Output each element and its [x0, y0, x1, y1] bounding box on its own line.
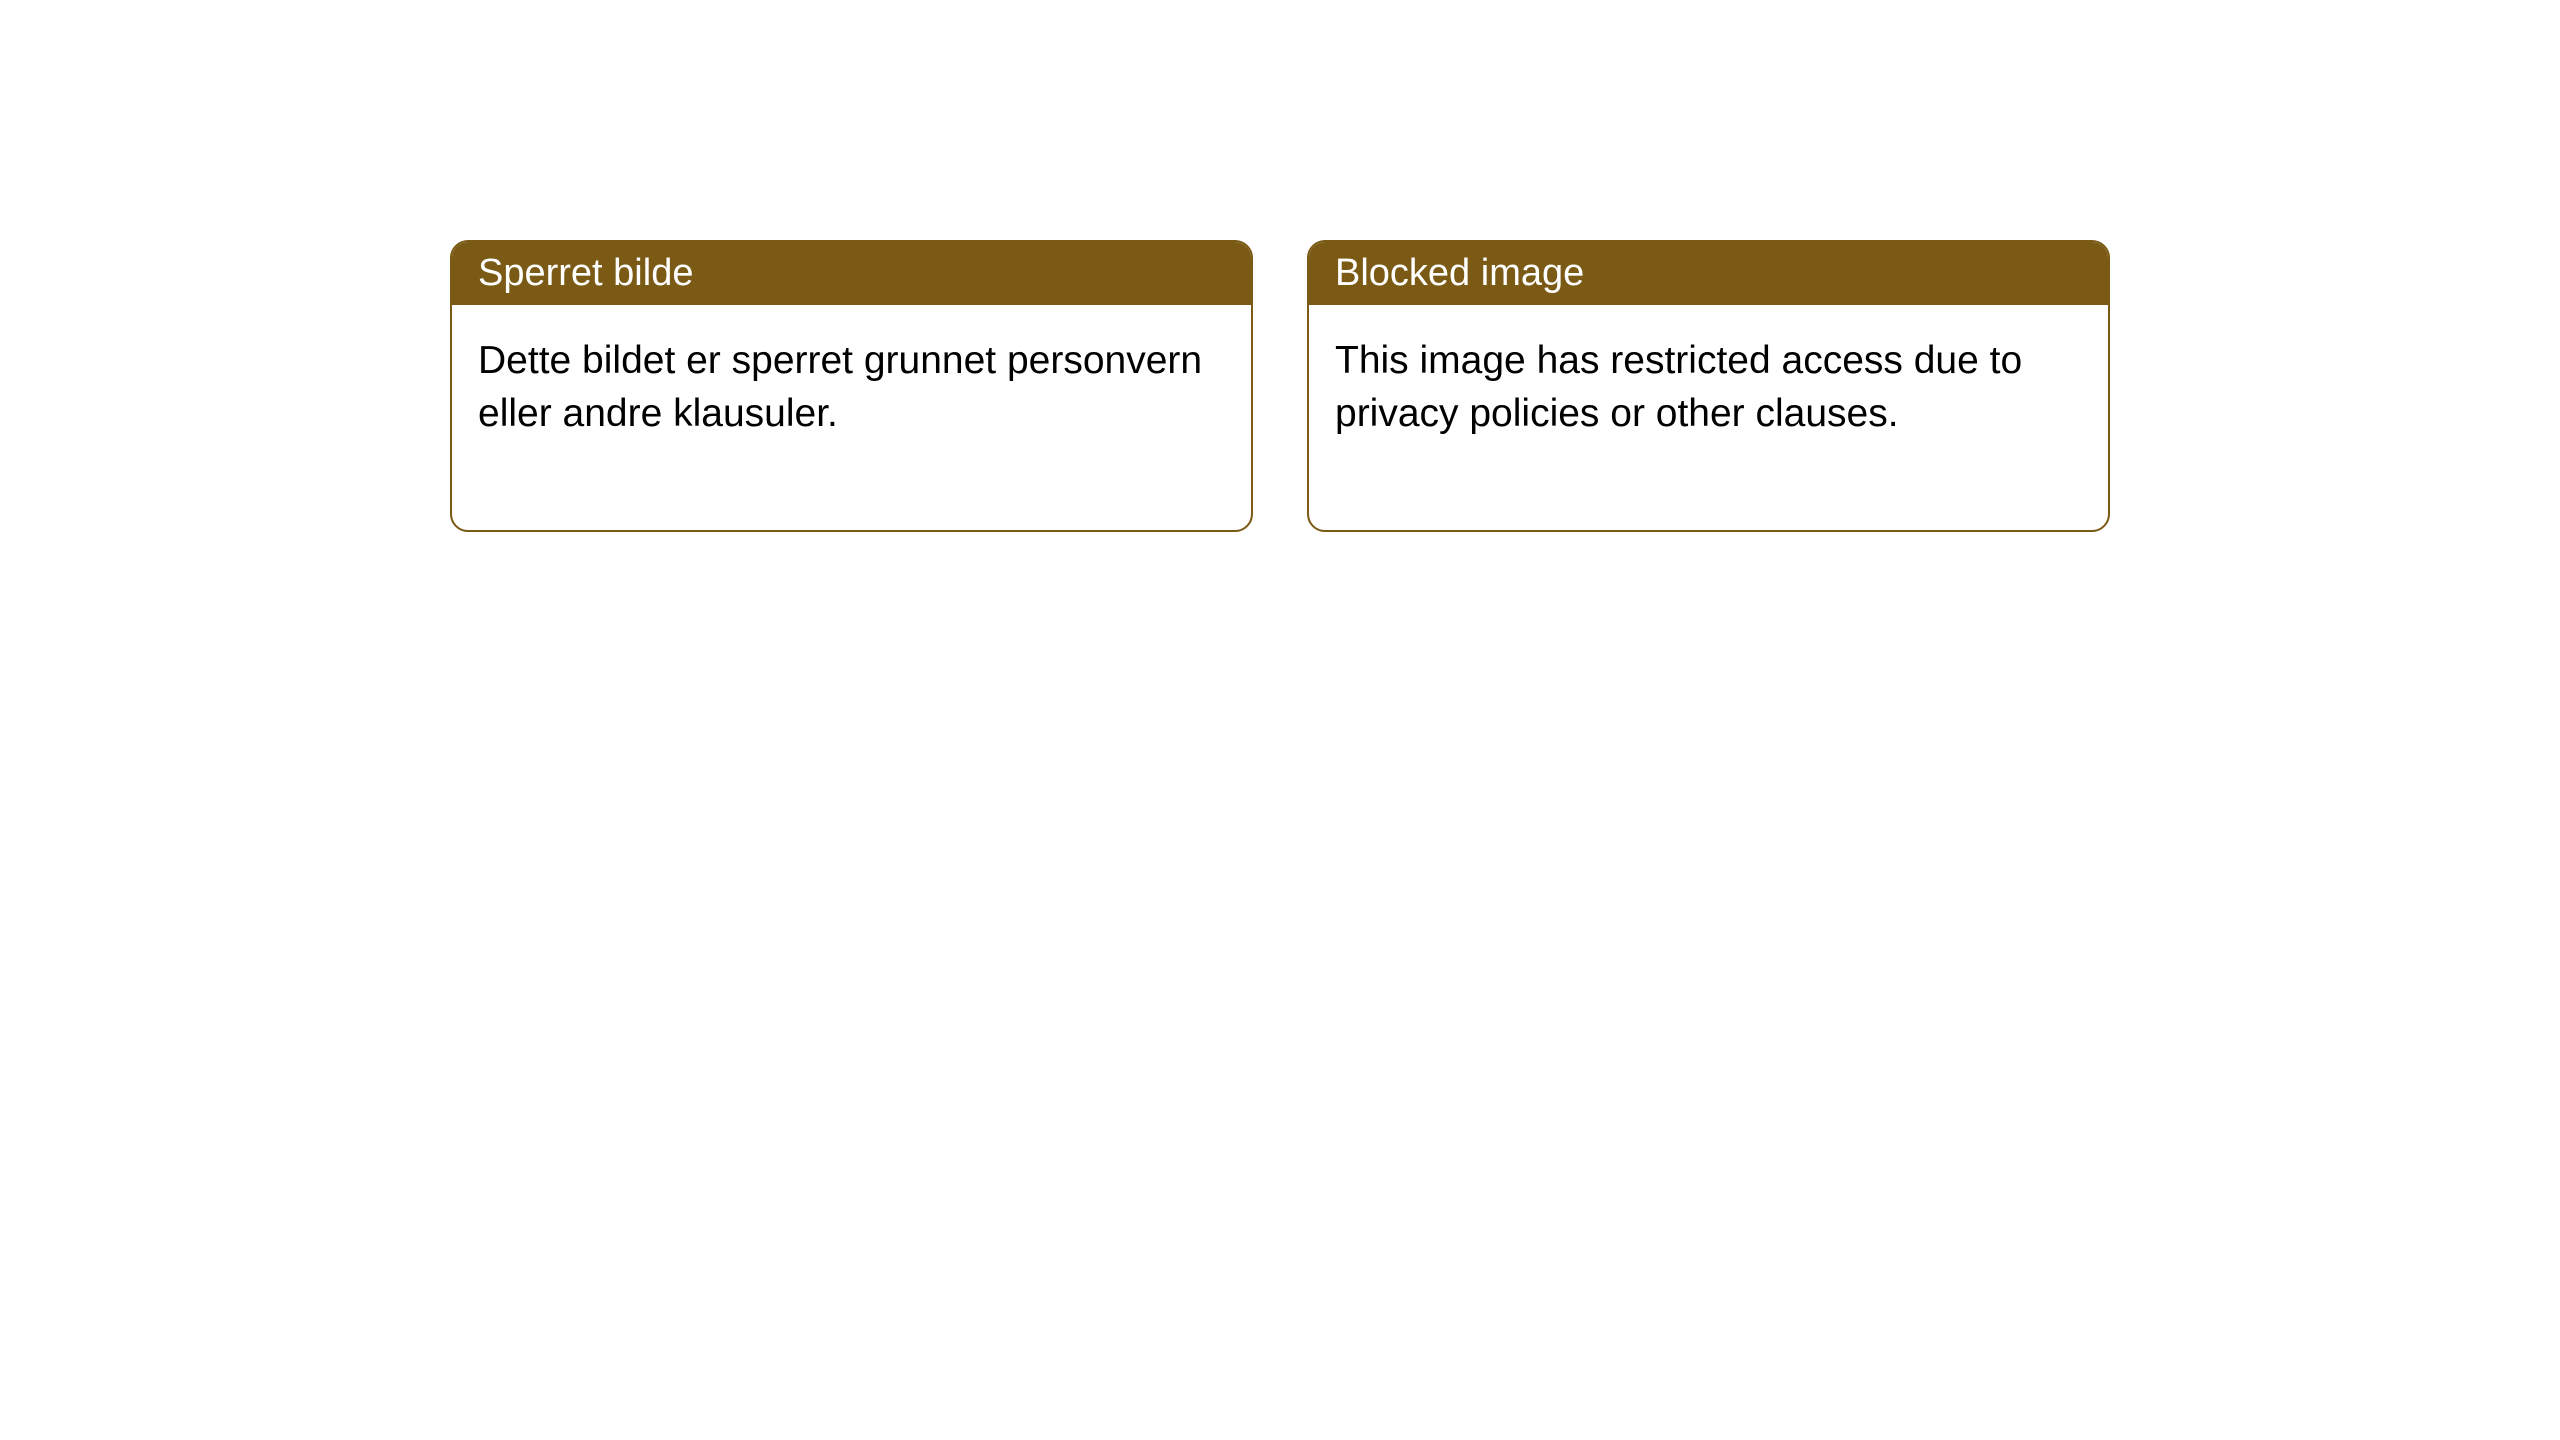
- notice-title-english: Blocked image: [1335, 252, 1584, 294]
- notice-title-norwegian: Sperret bilde: [478, 252, 693, 294]
- notice-card-english: Blocked image This image has restricted …: [1307, 240, 2110, 532]
- notice-header-norwegian: Sperret bilde: [452, 242, 1251, 305]
- notice-text-norwegian: Dette bildet er sperret grunnet personve…: [478, 339, 1202, 435]
- notice-header-english: Blocked image: [1309, 242, 2108, 305]
- notice-container: Sperret bilde Dette bildet er sperret gr…: [450, 240, 2110, 532]
- notice-card-norwegian: Sperret bilde Dette bildet er sperret gr…: [450, 240, 1253, 532]
- notice-text-english: This image has restricted access due to …: [1335, 339, 2022, 435]
- notice-body-norwegian: Dette bildet er sperret grunnet personve…: [452, 305, 1251, 530]
- notice-body-english: This image has restricted access due to …: [1309, 305, 2108, 530]
